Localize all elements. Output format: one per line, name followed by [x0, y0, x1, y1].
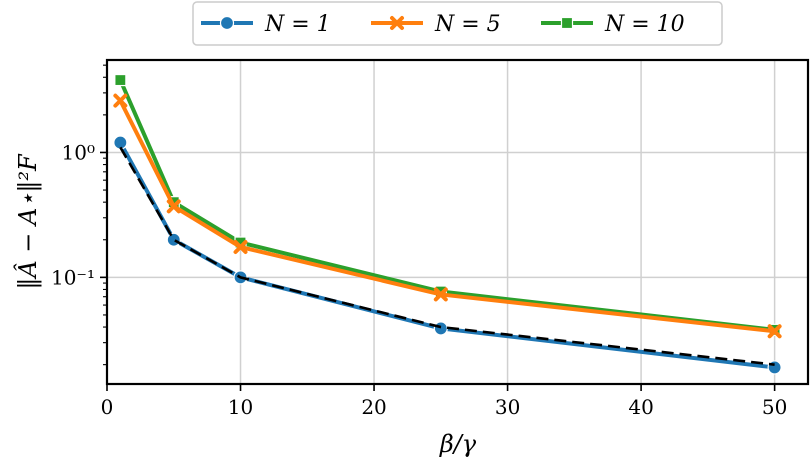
series-n=5: [113, 93, 782, 339]
x-axis-label: β/γ: [439, 430, 477, 458]
y-axis-label: ‖Â − A⋆‖²F: [13, 153, 43, 290]
reference-line: [119, 146, 775, 366]
legend: N = 1 N = 5 N = 10: [192, 1, 723, 46]
data-point: [390, 16, 404, 30]
y-tick-label: 10⁰: [62, 140, 95, 164]
legend-label: N = 10: [604, 12, 685, 37]
data-point: [433, 321, 448, 336]
legend-entry: N = 5: [371, 12, 501, 37]
legend-label: N = 5: [434, 12, 501, 37]
x-tick-label: 20: [361, 395, 386, 419]
data-point: [219, 15, 235, 31]
legend-box: [192, 1, 723, 46]
legend-entry: N = 10: [541, 12, 685, 37]
x-tick-label: 10: [228, 395, 253, 419]
x-axis: 0 10 20 30 40 50: [101, 384, 787, 419]
series-line: [118, 141, 775, 370]
y-tick-label: 10⁻¹: [51, 265, 95, 289]
x-tick-label: 0: [101, 395, 114, 419]
series-n=1: [113, 135, 782, 375]
legend-entry: N = 1: [201, 12, 331, 37]
plot-frame: [105, 58, 810, 386]
y-axis: 10⁰ 10⁻¹: [51, 64, 107, 366]
series-layer: [113, 73, 782, 375]
data-point: [767, 324, 782, 339]
x-tick-label: 40: [628, 395, 653, 419]
data-point: [113, 135, 128, 150]
data-point: [166, 232, 181, 247]
data-point: [233, 240, 248, 255]
grid: [106, 60, 808, 384]
legend-label: N = 1: [264, 12, 331, 37]
data-point: [433, 287, 448, 302]
data-point: [560, 16, 574, 30]
x-tick-label: 50: [762, 395, 787, 419]
data-point: [166, 199, 181, 214]
x-tick-label: 30: [495, 395, 520, 419]
data-point: [114, 73, 127, 87]
series-line: [118, 99, 775, 334]
series-line: [118, 79, 775, 332]
data-point: [113, 93, 128, 108]
